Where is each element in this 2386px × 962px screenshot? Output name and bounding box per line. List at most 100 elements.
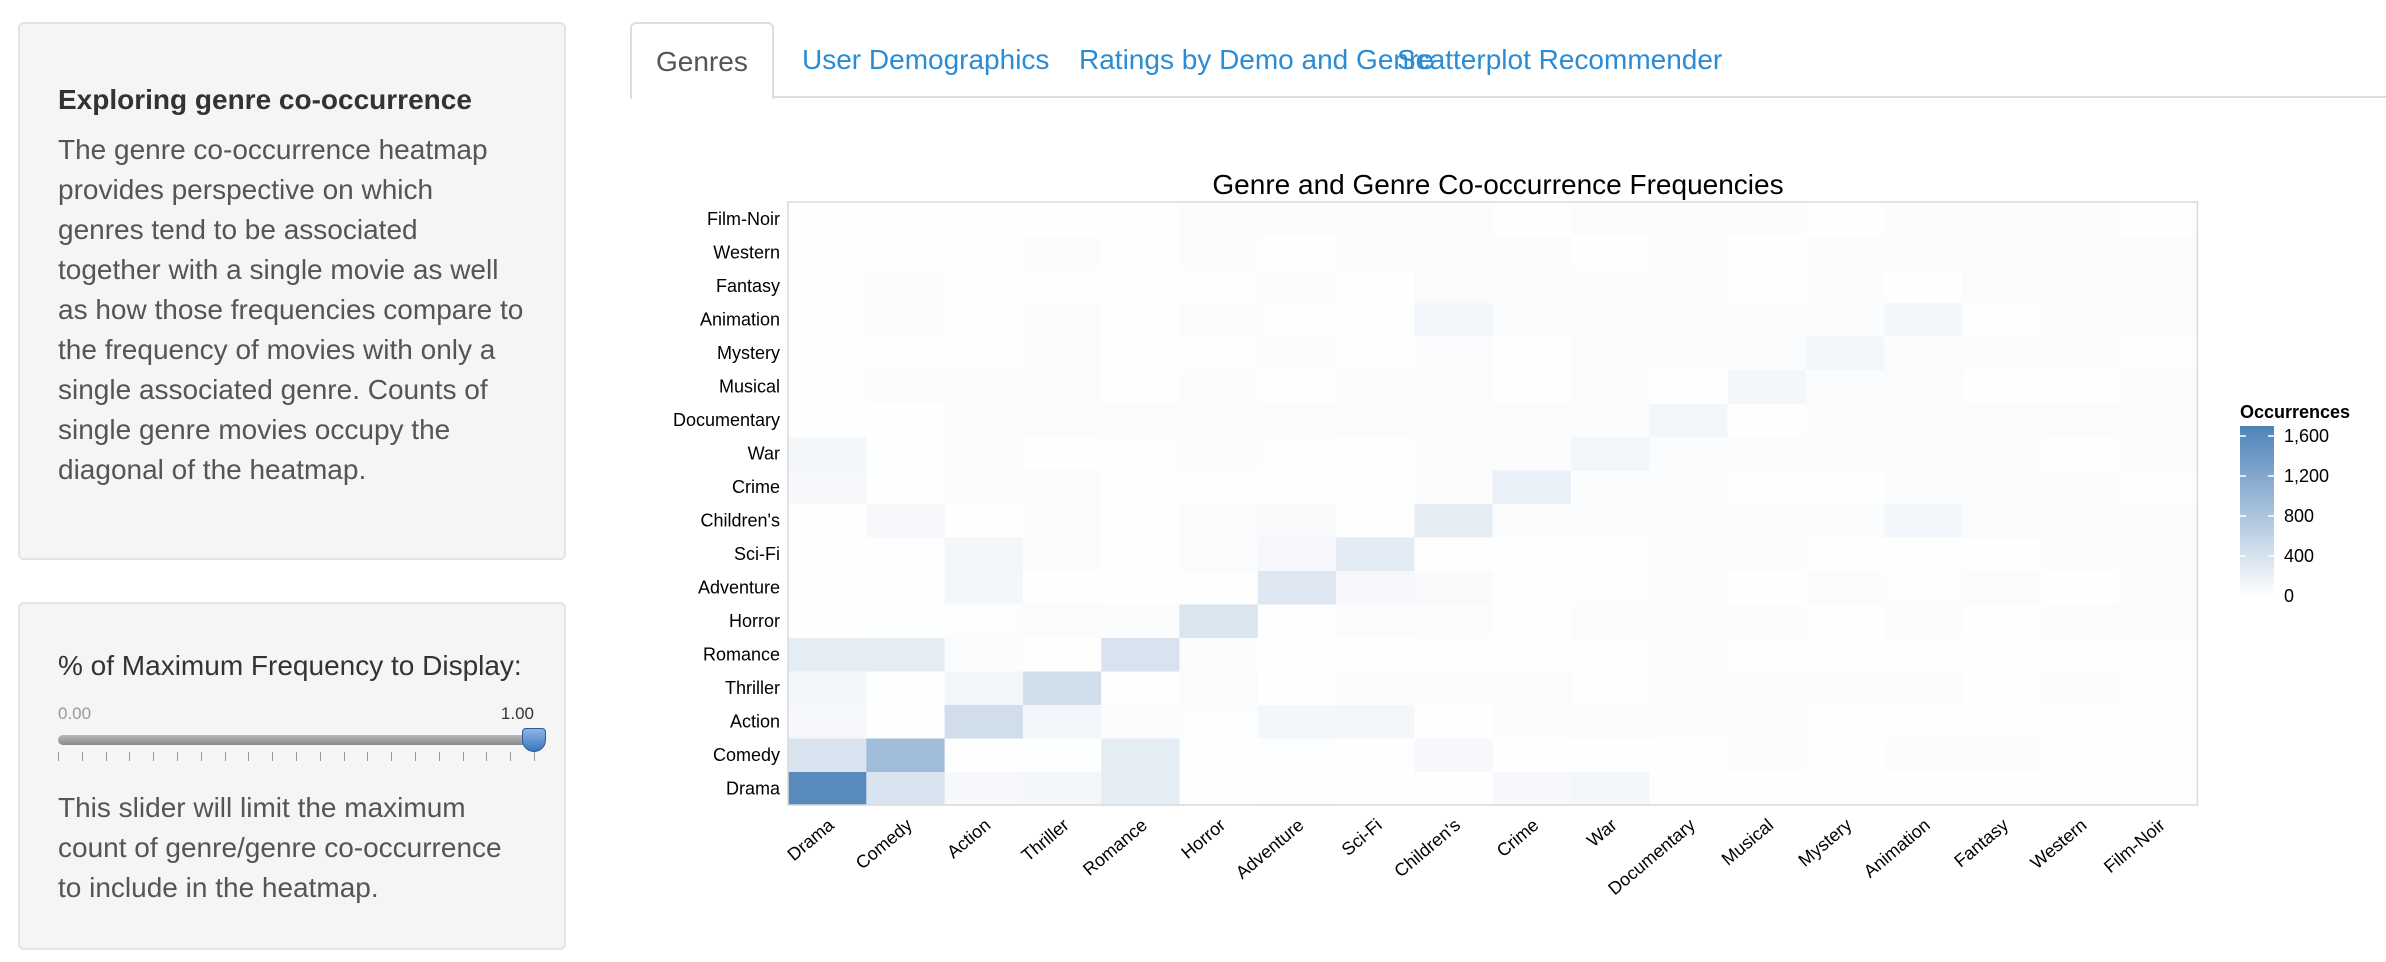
heatmap-cell — [1727, 470, 1807, 504]
heatmap-cell — [1492, 738, 1572, 772]
heatmap-cell — [1727, 202, 1807, 236]
heatmap-cell — [1101, 269, 1180, 303]
x-tick-label: Sci-Fi — [1338, 815, 1386, 860]
heatmap-cell — [1727, 604, 1807, 638]
heatmap-cell — [1727, 704, 1807, 739]
tab-ratings-by-demo-and-genre[interactable]: Ratings by Demo and Genre — [1079, 44, 1434, 75]
heatmap-cell — [1492, 637, 1572, 672]
heatmap-cell — [2119, 738, 2198, 772]
heatmap-cell — [1179, 637, 1259, 672]
heatmap-cell — [2040, 503, 2120, 538]
heatmap-cell — [788, 738, 867, 772]
heatmap-cell — [944, 369, 1024, 404]
heatmap-cell — [944, 235, 1024, 270]
heatmap-cell — [1257, 403, 1337, 437]
heatmap-cell — [1727, 537, 1807, 571]
heatmap-cell — [1962, 570, 2042, 605]
heatmap-cell — [788, 704, 867, 739]
heatmap-cell — [2119, 235, 2198, 270]
heatmap-cell — [1336, 570, 1415, 605]
heatmap-cell — [1336, 503, 1415, 538]
heatmap-cell — [1571, 470, 1650, 504]
heatmap-cell — [1727, 369, 1807, 404]
heatmap-cell — [1022, 738, 1102, 772]
heatmap-cell — [2040, 537, 2120, 571]
heatmap-cell — [788, 202, 867, 236]
heatmap-cell — [1022, 537, 1102, 571]
y-axis-labels: Drama Comedy Action Thriller Romance Horror Ad… — [673, 209, 781, 799]
heatmap-cell — [1571, 403, 1650, 437]
slider-min-label: 0.00 — [58, 704, 92, 723]
heatmap-cell — [1727, 269, 1807, 303]
legend-tick-label: 800 — [2284, 506, 2314, 526]
slider-handle[interactable] — [522, 728, 546, 752]
heatmap-cell — [2119, 704, 2198, 739]
heatmap-cell — [1492, 604, 1572, 638]
slider-track[interactable] — [58, 735, 534, 745]
y-tick-label: Sci-Fi — [734, 544, 780, 564]
heatmap-cell — [1884, 269, 1963, 303]
heatmap-cell — [944, 604, 1024, 638]
y-tick-label: Children's — [701, 510, 780, 530]
slider-tick — [462, 752, 464, 761]
heatmap-cell — [2040, 771, 2120, 806]
heatmap-cell — [1727, 403, 1807, 437]
heatmap-cell — [2119, 369, 2198, 404]
heatmap-cell — [1884, 436, 1963, 471]
heatmap-cell — [2040, 302, 2120, 337]
heatmap-cell — [1257, 604, 1337, 638]
heatmap-cell — [1884, 336, 1963, 370]
slider-tick — [272, 752, 274, 761]
slider-tick — [153, 752, 155, 761]
heatmap-cell — [1257, 436, 1337, 471]
tab-genres[interactable]: Genres — [630, 22, 774, 100]
heatmap-cell — [1571, 235, 1650, 270]
heatmap-cell — [788, 671, 867, 705]
heatmap-cell — [1884, 738, 1963, 772]
legend-title: Occurrences — [2240, 402, 2350, 422]
heatmap-cell — [1022, 637, 1102, 672]
heatmap-cell — [1727, 771, 1807, 806]
heatmap-cell — [866, 336, 946, 370]
heatmap-cell — [1962, 403, 2042, 437]
heatmap-cell — [1179, 369, 1259, 404]
heatmap-cell — [1884, 637, 1963, 672]
heatmap-cell — [788, 771, 867, 806]
heatmap-cell — [1179, 336, 1259, 370]
slider-tick — [510, 752, 512, 761]
heatmap-cell — [866, 302, 946, 337]
heatmap-cell — [1649, 369, 1729, 404]
heatmap-cell — [1571, 704, 1650, 739]
heatmap-cell — [1414, 403, 1494, 437]
x-axis-labels: Drama Comedy Action Thriller Romance Horror Ad… — [783, 814, 2168, 899]
heatmap-cell — [1492, 202, 1572, 236]
y-tick-label: Mystery — [717, 343, 780, 363]
y-tick-label: Fantasy — [716, 276, 780, 296]
heatmap-cell — [944, 771, 1024, 806]
heatmap-cell — [788, 637, 867, 672]
heatmap-cell — [1257, 704, 1337, 739]
heatmap-cell — [1414, 235, 1494, 270]
slider-tick — [129, 752, 131, 761]
heatmap-cell — [1805, 403, 1885, 437]
heatmap-cell — [1884, 771, 1963, 806]
y-tick-label: Film-Noir — [707, 209, 780, 229]
heatmap-cell — [788, 570, 867, 605]
heatmap-cell — [1414, 537, 1494, 571]
heatmap-cell — [1884, 403, 1963, 437]
slider-tick — [391, 752, 393, 761]
heatmap-cell — [1179, 570, 1259, 605]
heatmap-cell — [1805, 302, 1885, 337]
heatmap-cell — [1649, 704, 1729, 739]
heatmap-cell — [1884, 235, 1963, 270]
heatmap-cell — [1962, 202, 2042, 236]
tab-scatterplot-recommender[interactable]: Scatterplot Recommender — [1397, 44, 1723, 75]
x-tick-label: Adventure — [1232, 815, 1308, 883]
heatmap-cell — [1022, 403, 1102, 437]
heatmap-cell — [1884, 604, 1963, 638]
heatmap-cell — [1962, 604, 2042, 638]
tab-user-demographics[interactable]: User Demographics — [802, 44, 1050, 75]
heatmap-cell — [1571, 202, 1650, 236]
max-frequency-slider[interactable]: 0.00 1.00 — [58, 704, 546, 784]
genre-heatmap-chart: Genre and Genre Co-occurrence Frequencie… — [673, 169, 2350, 899]
